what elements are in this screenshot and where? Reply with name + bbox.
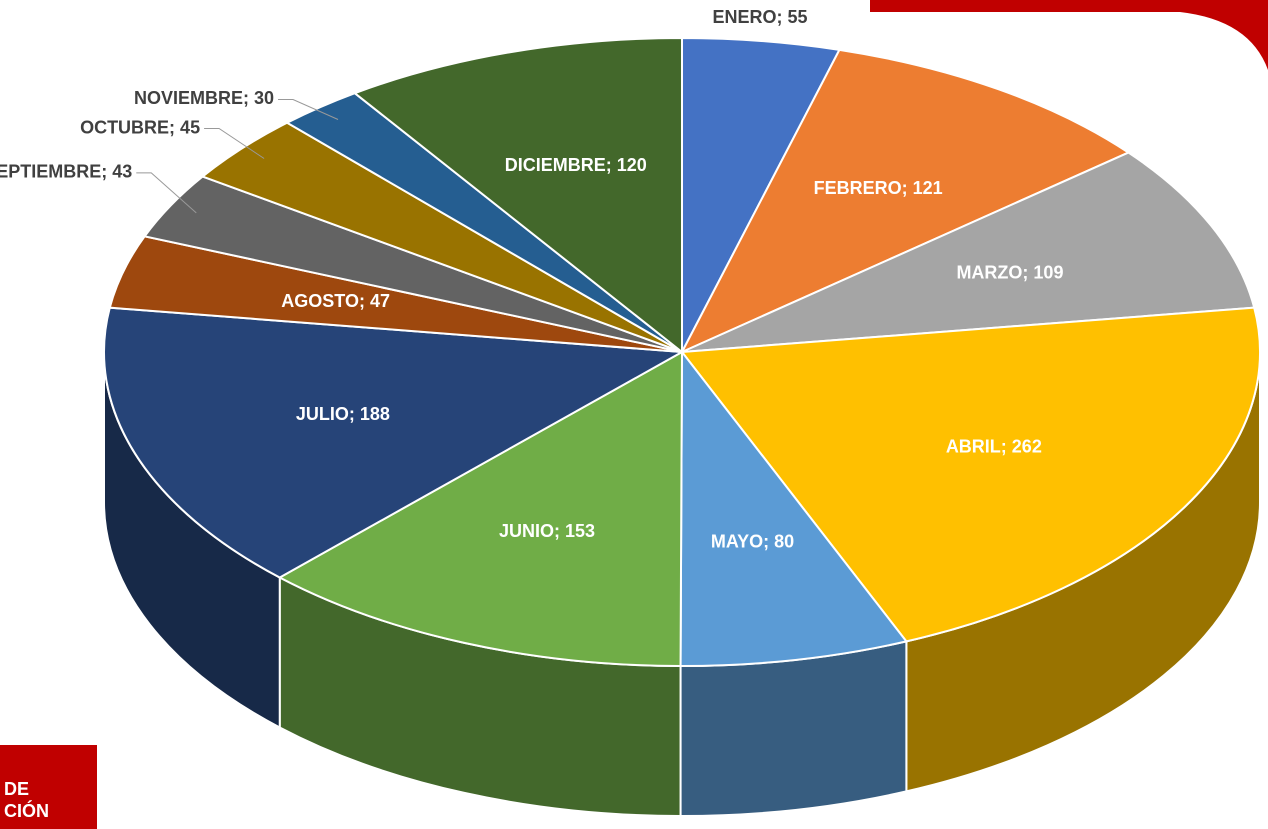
data-label: ABRIL; 262 <box>946 437 1042 457</box>
logo-text: CIÓN <box>4 800 49 821</box>
logo-box <box>0 745 97 829</box>
slice-side <box>679 640 908 817</box>
data-label: MARZO; 109 <box>956 262 1063 282</box>
data-label: DICIEMBRE; 120 <box>505 155 647 175</box>
data-label: JULIO; 188 <box>296 404 390 424</box>
data-label: ENERO; 55 <box>712 7 807 27</box>
leader-line <box>136 172 197 214</box>
slice <box>277 350 684 668</box>
corner-decoration <box>870 0 1268 70</box>
data-label: SEPTIEMBRE; 43 <box>0 162 132 182</box>
slice <box>352 36 683 355</box>
slice <box>679 48 1131 355</box>
leader-line <box>278 98 339 120</box>
data-label: MAYO; 80 <box>711 532 794 552</box>
leader-line <box>204 128 265 159</box>
data-label: JUNIO; 153 <box>499 521 595 541</box>
data-label: AGOSTO; 47 <box>281 291 390 311</box>
data-label: OCTUBRE; 45 <box>80 117 200 137</box>
slice <box>681 151 1256 353</box>
data-label: FEBRERO; 121 <box>814 178 943 198</box>
slice <box>680 306 1261 643</box>
data-label: NOVIEMBRE; 30 <box>134 88 274 108</box>
logo-text: DE <box>4 779 29 799</box>
slice <box>679 349 909 667</box>
slice <box>103 306 686 579</box>
